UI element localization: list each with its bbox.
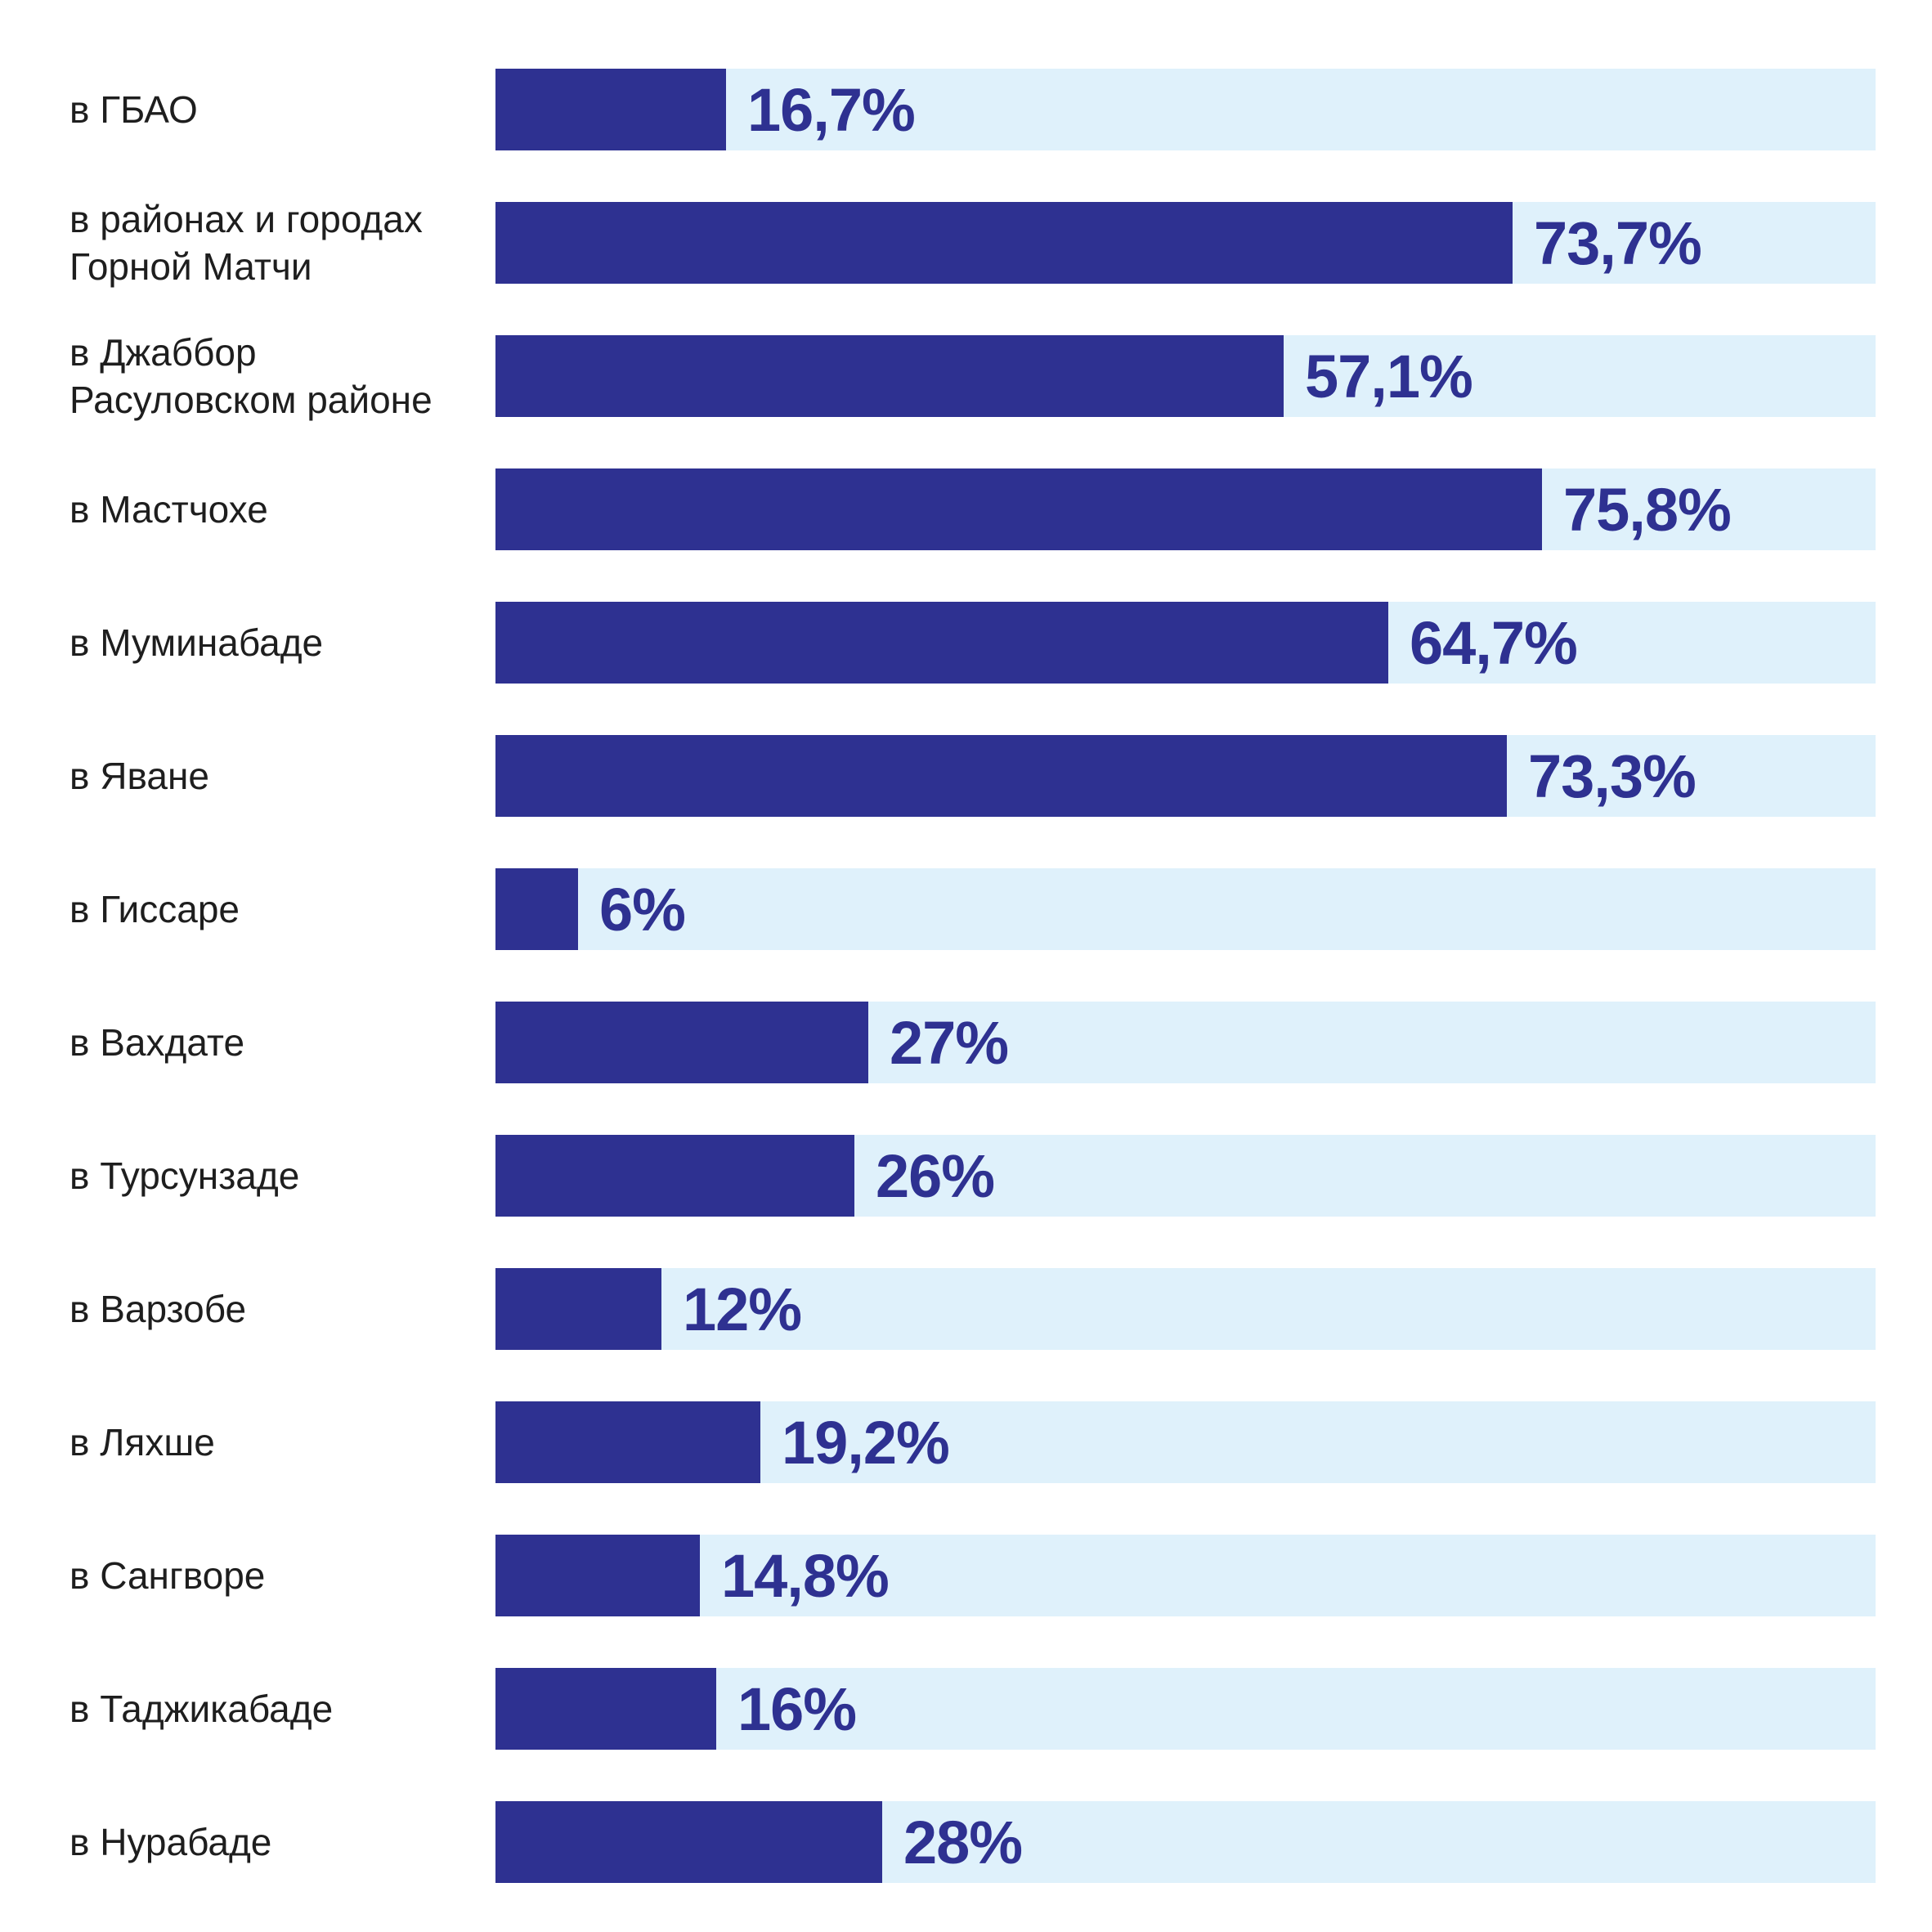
bar (495, 202, 1513, 284)
value-label: 26% (876, 1141, 995, 1210)
bar-track: 64,7% (495, 602, 1876, 684)
value-label: 73,7% (1534, 208, 1702, 277)
bar (495, 468, 1542, 550)
category-label: в Яване (69, 755, 209, 797)
category-label: в районах и городах Горной Матчи (69, 198, 423, 288)
bar (495, 69, 726, 150)
bar-row: в районах и городах Горной Матчи 73,7% (0, 198, 1932, 288)
category-label: в Джаббор Расуловском районе (69, 331, 433, 421)
bar (495, 1268, 661, 1350)
bar (495, 1002, 868, 1083)
value-label: 75,8% (1563, 475, 1732, 544)
bar-row: в Ляхше 19,2% (0, 1401, 1932, 1483)
bar (495, 1401, 760, 1483)
bar-row: в Таджикабаде 16% (0, 1668, 1932, 1750)
bar-row: в Нурабаде 28% (0, 1801, 1932, 1883)
bar (495, 1135, 854, 1217)
bar-track: 27% (495, 1002, 1876, 1083)
value-label: 73,3% (1528, 742, 1697, 810)
bar (495, 335, 1284, 417)
category-label: в Сангворе (69, 1554, 266, 1597)
bar (495, 602, 1388, 684)
bar-row: в Варзобе 12% (0, 1268, 1932, 1350)
bar (495, 1535, 700, 1616)
bar-row: в Гиссаре 6% (0, 868, 1932, 950)
category-label: в Мастчохе (69, 488, 268, 531)
category-label: в Нурабаде (69, 1821, 272, 1863)
value-label: 27% (890, 1008, 1009, 1077)
category-label: в Турсунзаде (69, 1154, 300, 1197)
value-label: 64,7% (1410, 608, 1578, 677)
bar-track: 12% (495, 1268, 1876, 1350)
value-label: 16% (737, 1674, 857, 1743)
value-label: 16,7% (747, 75, 916, 144)
bar (495, 1668, 716, 1750)
bar-row: в Джаббор Расуловском районе 57,1% (0, 331, 1932, 421)
bar-track: 26% (495, 1135, 1876, 1217)
category-label: в Ляхше (69, 1421, 215, 1464)
bar-track: 57,1% (495, 335, 1876, 417)
value-label: 14,8% (721, 1541, 890, 1610)
bar-track: 14,8% (495, 1535, 1876, 1616)
bar (495, 1801, 882, 1883)
value-label: 19,2% (782, 1408, 950, 1477)
bar-row: в Муминабаде 64,7% (0, 602, 1932, 684)
category-label: в ГБАО (69, 88, 198, 131)
bar-row: в Вахдате 27% (0, 1002, 1932, 1083)
category-label: в Муминабаде (69, 621, 324, 664)
bar-track: 19,2% (495, 1401, 1876, 1483)
value-label: 12% (683, 1275, 802, 1343)
bar-track: 6% (495, 868, 1876, 950)
bar-row: в Яване 73,3% (0, 735, 1932, 817)
bar-track: 16,7% (495, 69, 1876, 150)
bar (495, 735, 1507, 817)
bar-track: 28% (495, 1801, 1876, 1883)
bar-row: в Турсунзаде 26% (0, 1135, 1932, 1217)
value-label: 6% (599, 875, 686, 944)
value-label: 28% (903, 1808, 1023, 1876)
category-label: в Варзобе (69, 1288, 247, 1330)
bar-row: в ГБАО 16,7% (0, 69, 1932, 150)
bar (495, 868, 578, 950)
category-label: в Таджикабаде (69, 1688, 334, 1730)
category-label: в Гиссаре (69, 888, 240, 930)
value-label: 57,1% (1305, 342, 1473, 410)
bar-track: 16% (495, 1668, 1876, 1750)
bar-track: 73,7% (495, 202, 1876, 284)
bar-row: в Мастчохе 75,8% (0, 468, 1932, 550)
category-label: в Вахдате (69, 1021, 245, 1064)
bar-track: 75,8% (495, 468, 1876, 550)
bar-row: в Сангворе 14,8% (0, 1535, 1932, 1616)
bar-track: 73,3% (495, 735, 1876, 817)
